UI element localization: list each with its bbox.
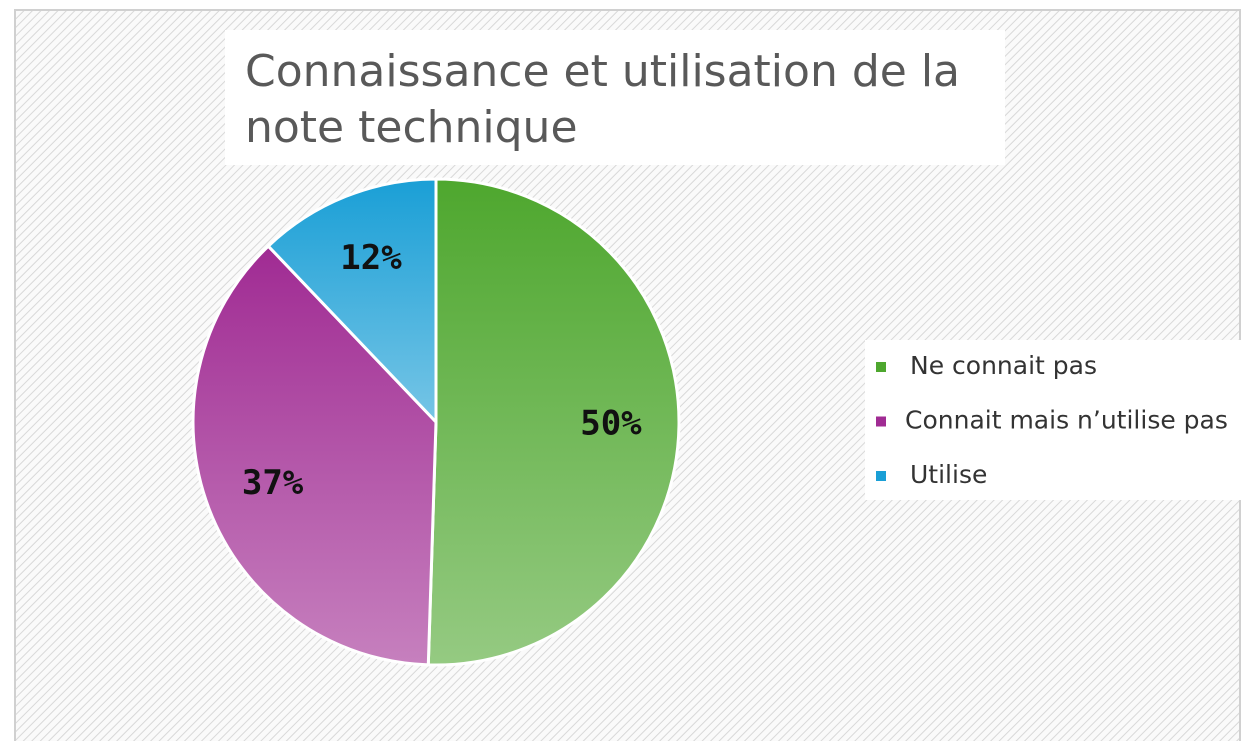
pie-slice xyxy=(266,177,438,426)
pie-slice xyxy=(426,177,681,667)
pie-slice xyxy=(191,244,438,667)
data-label: 12% xyxy=(340,238,402,278)
legend-label: Connait mais n’utilise pas xyxy=(905,406,1228,435)
legend-swatch xyxy=(876,362,886,372)
legend-swatch xyxy=(876,416,886,427)
data-label: 50% xyxy=(580,403,642,443)
legend-label: Utilise xyxy=(910,460,987,489)
data-label: 37% xyxy=(242,463,304,503)
legend-swatch xyxy=(876,471,886,481)
chart-title: Connaissance et utilisation de la note t… xyxy=(225,30,1005,165)
legend-bg xyxy=(865,340,1250,500)
legend-label: Ne connait pas xyxy=(910,351,1097,380)
